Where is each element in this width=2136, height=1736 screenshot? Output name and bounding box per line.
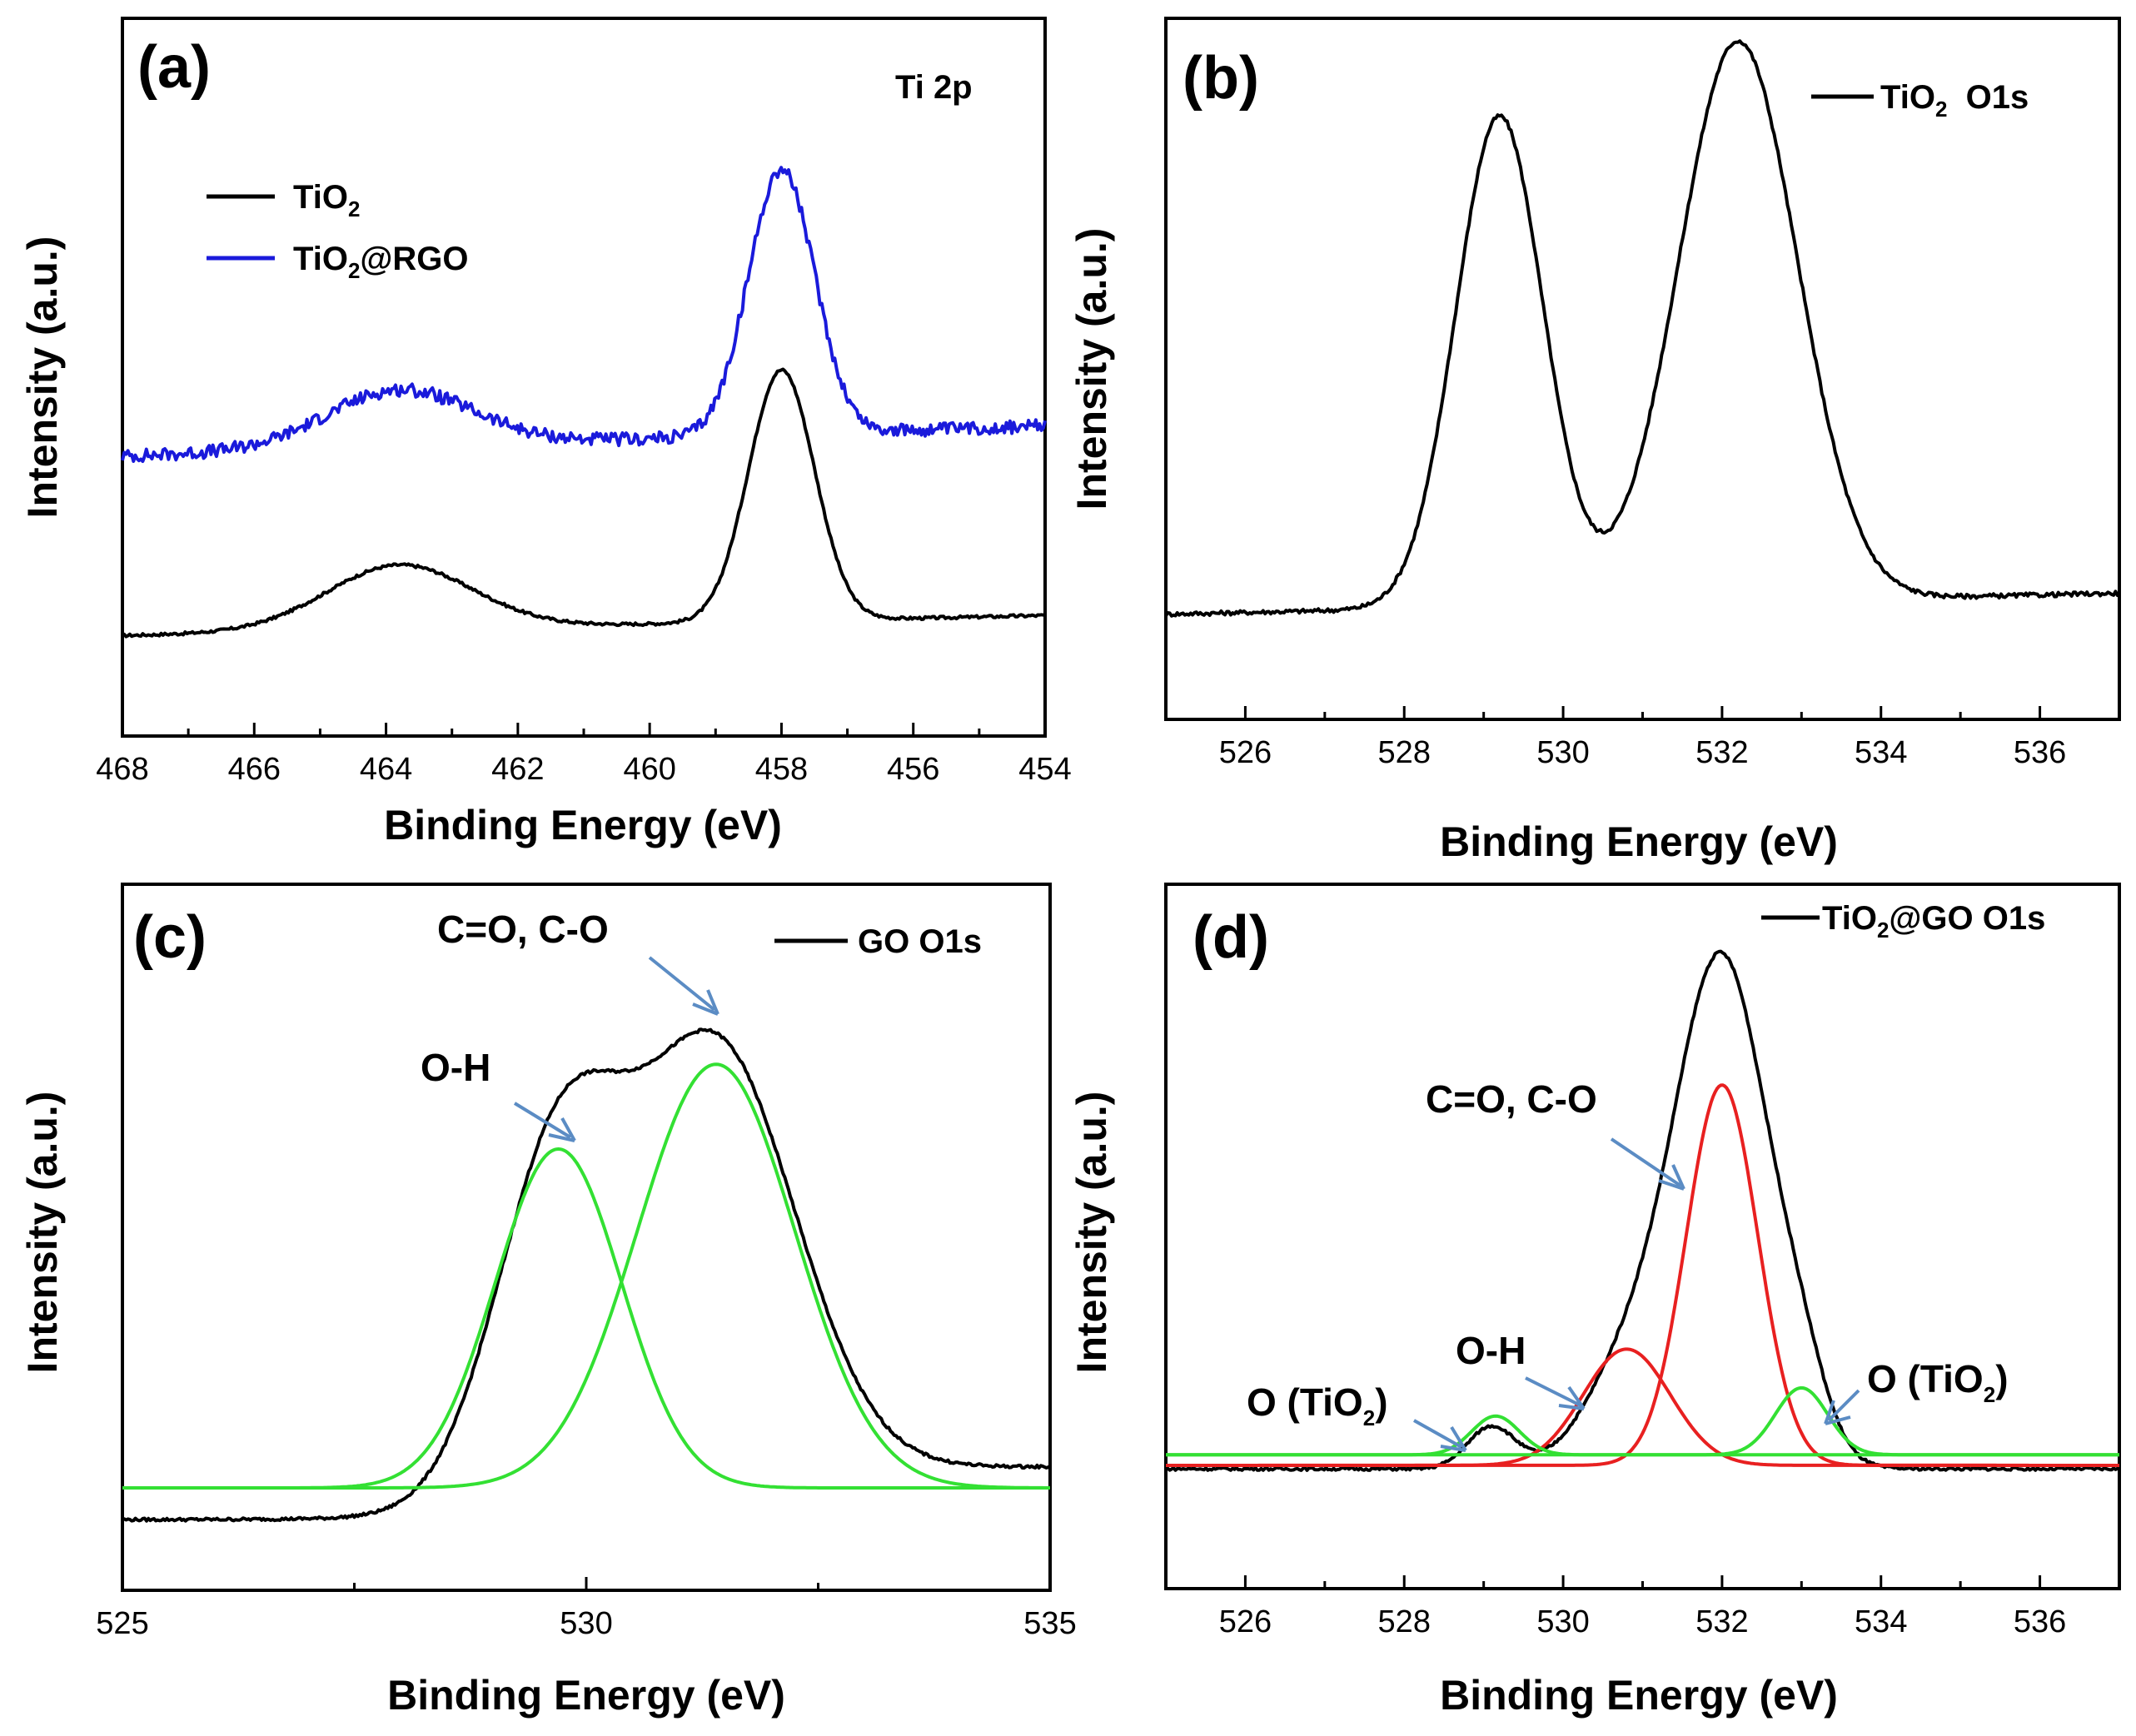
annotation-arrow-otio2-high-d — [1827, 1389, 1860, 1422]
annotation-arrow-oh-c — [513, 1102, 572, 1139]
series-group-b — [1164, 39, 2121, 618]
x-tick-label-b-1: 528 — [1378, 735, 1431, 770]
x-tick-label-a-3: 462 — [491, 752, 544, 787]
series-group-d — [1165, 949, 2120, 1472]
x-tick-label-c-0: 525 — [96, 1606, 148, 1641]
x-tick-label-b-5: 536 — [2014, 735, 2066, 770]
annotation-arrow-co-c — [648, 956, 716, 1012]
x-tick-label-d-4: 534 — [1855, 1604, 1907, 1639]
panel-b: 526 528 530 532 534 536 (b) TiO2 O1s Binding … — [1068, 17, 2121, 865]
series-d-0 — [1165, 949, 2120, 1472]
panel-a: 468 466 464 462 460 458 456 454 (a) Ti 2p TiO2 … — [19, 17, 1072, 848]
annotation-arrowhead-oh-c — [548, 1117, 576, 1142]
x-axis-title-d: Binding Energy (eV) — [1440, 1672, 1838, 1719]
x-tick-label-b-3: 532 — [1695, 735, 1748, 770]
series-a-0 — [122, 367, 1046, 639]
y-axis-title-d: Intensity (a.u.) — [1068, 1092, 1115, 1374]
series-d-4 — [1166, 1385, 2119, 1457]
x-tick-label-a-5: 458 — [755, 752, 808, 787]
y-axis-title-c: Intensity (a.u.) — [19, 1092, 66, 1374]
x-tick-label-d-3: 532 — [1695, 1604, 1748, 1639]
x-tick-label-d-5: 536 — [2014, 1604, 2066, 1639]
annotation-otio2-high-d: O (TiO2) — [1867, 1357, 2009, 1407]
series-group-c — [121, 1027, 1052, 1523]
annotation-co-c: C=O, C-O — [437, 908, 609, 951]
panel-label-c: (c) — [133, 904, 207, 971]
series-a-1 — [121, 166, 1047, 463]
plot-frame-a — [121, 17, 1047, 738]
annotation-co-d: C=O, C-O — [1426, 1077, 1597, 1121]
series-c-1 — [122, 1147, 1050, 1490]
x-tick-label-d-1: 528 — [1378, 1604, 1431, 1639]
panel-label-d: (d) — [1192, 904, 1269, 971]
x-tick-label-c-1: 530 — [560, 1606, 612, 1641]
x-axis-title-c: Binding Energy (eV) — [387, 1672, 785, 1719]
x-tick-label-a-0: 468 — [96, 752, 148, 787]
x-tick-label-a-2: 464 — [360, 752, 412, 787]
panel-d: 526 528 530 532 534 536 (d) TiO2@GO O1s C=O, … — [1068, 883, 2121, 1719]
x-tick-label-a-7: 454 — [1018, 752, 1071, 787]
legend-label-tio2-o1s: TiO2 O1s — [1880, 79, 2029, 122]
plot-frame-d — [1164, 883, 2121, 1590]
plot-frame-c — [121, 883, 1052, 1592]
x-tick-label-a-1: 466 — [228, 752, 281, 787]
legend-label-tio2-rgo: TiO2@RGO — [293, 241, 469, 283]
x-tick-label-b-0: 526 — [1219, 735, 1272, 770]
series-c-0 — [121, 1027, 1052, 1523]
x-tick-label-a-4: 460 — [623, 752, 675, 787]
legend-label-tio2: TiO2 — [293, 179, 360, 221]
annotation-arrow-co-d — [1610, 1137, 1682, 1187]
annotation-otio2-low-d: O (TiO2) — [1247, 1380, 1388, 1430]
annotation-arrowhead-otio2-low-d — [1440, 1425, 1467, 1452]
annotation-arrowhead-co-d — [1658, 1164, 1685, 1191]
panel-title-a: Ti 2p — [895, 69, 973, 106]
series-c-2 — [122, 1062, 1050, 1490]
y-axis-title-a: Intensity (a.u.) — [19, 236, 66, 519]
x-axis-title-a: Binding Energy (eV) — [384, 802, 782, 848]
x-tick-label-c-2: 535 — [1023, 1606, 1076, 1641]
series-group-a — [121, 166, 1047, 639]
series-d-2 — [1166, 1347, 2119, 1467]
x-ticks-d: 526 528 530 532 534 536 — [1219, 1575, 2066, 1639]
panel-label-a: (a) — [137, 34, 211, 101]
x-ticks-a: 468 466 464 462 460 458 456 454 — [96, 723, 1072, 787]
x-ticks-b: 526 528 530 532 534 536 — [1219, 706, 2066, 770]
x-tick-label-a-6: 456 — [887, 752, 939, 787]
x-tick-label-b-4: 534 — [1855, 735, 1907, 770]
annotation-arrow-otio2-low-d — [1413, 1419, 1462, 1449]
plot-frame-b — [1164, 17, 2121, 721]
series-b-0 — [1164, 39, 2121, 618]
panel-label-b: (b) — [1183, 45, 1259, 112]
x-axis-title-b: Binding Energy (eV) — [1440, 818, 1838, 865]
annotation-oh-d: O-H — [1456, 1329, 1526, 1372]
y-axis-title-b: Intensity (a.u.) — [1068, 228, 1115, 510]
annotation-oh-c: O-H — [421, 1046, 490, 1089]
legend-label-tio2-go-o1s: TiO2@GO O1s — [1822, 900, 2045, 943]
x-tick-label-d-2: 530 — [1536, 1604, 1589, 1639]
x-tick-label-b-2: 530 — [1536, 735, 1589, 770]
annotation-arrow-oh-d — [1525, 1376, 1581, 1407]
x-ticks-c: 525 530 535 — [96, 1577, 1077, 1641]
legend-label-go-o1s: GO O1s — [858, 923, 982, 960]
panel-c: 525 530 535 (c) GO O1s C=O, C-O O-H Bindin… — [19, 883, 1077, 1719]
annotation-arrowhead-otio2-high-d — [1824, 1400, 1851, 1425]
annotation-arrowhead-co-c — [692, 989, 719, 1016]
x-tick-label-d-0: 526 — [1219, 1604, 1272, 1639]
annotation-arrowhead-oh-d — [1558, 1385, 1586, 1410]
